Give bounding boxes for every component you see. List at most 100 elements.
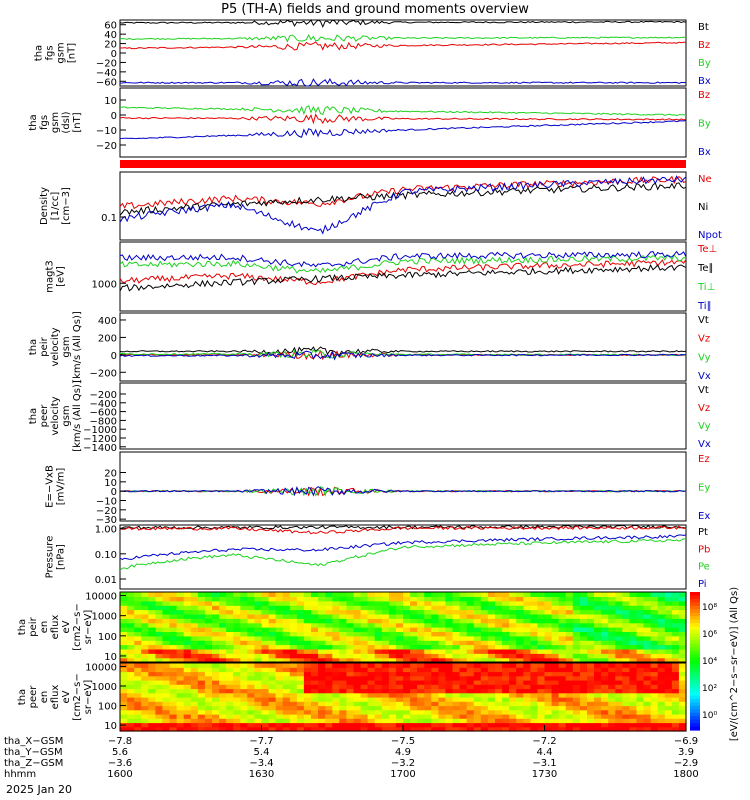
spectrogram-cell — [275, 644, 284, 650]
spectrogram-cell — [594, 697, 602, 702]
spectrogram-cell — [360, 592, 369, 597]
spectrogram-cell — [240, 640, 248, 646]
spectrogram-cell — [282, 605, 291, 611]
spectrogram-cell — [466, 714, 475, 719]
spectrogram-cell — [233, 705, 241, 711]
series-line-Bx — [119, 77, 687, 87]
spectrogram-cell — [678, 709, 687, 715]
spectrogram-cell — [339, 640, 347, 646]
axis-label: tha — [34, 45, 45, 61]
legend-entry: Ne — [698, 174, 712, 185]
spectrogram-cell — [431, 667, 439, 673]
spectrogram-cell — [551, 618, 560, 624]
spectrogram-cell — [636, 622, 645, 628]
spectrogram-cell — [579, 644, 588, 650]
spectrogram-cell — [261, 701, 270, 707]
spectrogram-cell — [275, 648, 284, 654]
spectrogram-cell — [162, 627, 171, 632]
spectrogram-cell — [325, 622, 333, 628]
axis-label: sr−eV] — [83, 680, 94, 715]
spectrogram-cell — [240, 709, 248, 715]
spectrogram-cell — [360, 675, 369, 681]
spectrogram-cell — [134, 709, 142, 715]
spectrogram-cell — [353, 718, 362, 724]
spectrogram-cell — [353, 722, 362, 728]
spectrogram-cell — [261, 697, 270, 702]
spectrogram-cell — [551, 592, 560, 597]
spectrogram-cell — [176, 726, 185, 732]
spectrogram-cell — [204, 653, 213, 659]
spectrogram-cell — [318, 718, 326, 724]
spectrogram-cell — [268, 653, 277, 659]
spectrogram-cell — [332, 596, 340, 602]
spectrogram-cell — [141, 714, 149, 719]
spectrogram-cell — [204, 722, 213, 728]
spectrogram-cell — [473, 653, 482, 659]
spectrogram-cell — [587, 613, 595, 619]
spectrogram-cell — [480, 701, 489, 707]
spectrogram-cell — [197, 648, 206, 654]
spectrogram-cell — [339, 609, 347, 615]
legend-entry: Bz — [698, 90, 710, 101]
spectrogram-cell — [410, 605, 418, 611]
spectrogram-cell — [438, 622, 447, 628]
spectrogram-cell — [601, 688, 609, 694]
spectrogram-cell — [622, 653, 630, 659]
spectrogram-cell — [530, 627, 539, 632]
spectrogram-cell — [579, 667, 588, 673]
spectrogram-cell — [381, 609, 390, 615]
spectrogram-cell — [417, 627, 425, 632]
spectrogram-cell — [226, 644, 234, 650]
spectrogram-cell — [643, 618, 652, 624]
spectrogram-cell — [502, 653, 510, 659]
axis-label: gsm — [50, 112, 61, 133]
spectrogram-cell — [509, 657, 517, 663]
panel-2 — [120, 160, 686, 168]
spectrogram-cell — [636, 709, 645, 715]
spectrogram-cell — [438, 592, 447, 597]
spectrogram-cell — [240, 675, 248, 681]
spectrogram-cell — [523, 635, 531, 641]
spectrogram-cell — [134, 648, 142, 654]
spectrogram-cell — [438, 618, 447, 624]
x-tick-label: 1730 — [532, 769, 557, 780]
spectrogram-cell — [502, 622, 510, 628]
spectrogram-cell — [558, 718, 567, 724]
spectrogram-cell — [311, 722, 319, 728]
spectrogram-cell — [431, 722, 439, 728]
spectrogram-cell — [360, 618, 369, 624]
spectrogram-cell — [226, 684, 234, 690]
spectrogram-cell — [169, 592, 178, 597]
spectrogram-cell — [169, 653, 178, 659]
spectrogram-cell — [608, 671, 616, 677]
spectrogram-cell — [565, 592, 574, 597]
spectrogram-cell — [346, 709, 355, 715]
spectrogram-cell — [516, 640, 524, 646]
spectrogram-cell — [572, 605, 581, 611]
spectrogram-cell — [438, 697, 447, 702]
spectrogram-cell — [240, 605, 248, 611]
spectrogram-cell — [127, 680, 135, 685]
spectrogram-cell — [141, 680, 149, 685]
spectrogram-cell — [197, 709, 206, 715]
spectrogram-cell — [664, 697, 673, 702]
spectrogram-cell — [353, 726, 362, 732]
spectrogram-cell — [360, 709, 369, 715]
spectrogram-cell — [516, 705, 524, 711]
spectrogram-cell — [367, 609, 376, 615]
spectrogram-cell — [120, 613, 128, 619]
spectrogram-cell — [190, 726, 199, 732]
spectrogram-cell — [572, 644, 581, 650]
spectrogram-cell — [388, 609, 397, 615]
spectrogram-cell — [587, 714, 595, 719]
spectrogram-cell — [360, 635, 369, 641]
spectrogram-cell — [622, 592, 630, 597]
spectrogram-cell — [346, 705, 355, 711]
spectrogram-cell — [544, 680, 553, 685]
spectrogram-cell — [325, 680, 333, 685]
spectrogram-cell — [212, 718, 220, 724]
spectrogram-cell — [487, 663, 496, 668]
spectrogram-cell — [346, 701, 355, 707]
spectrogram-cell — [657, 600, 666, 606]
spectrogram-cell — [240, 622, 248, 628]
